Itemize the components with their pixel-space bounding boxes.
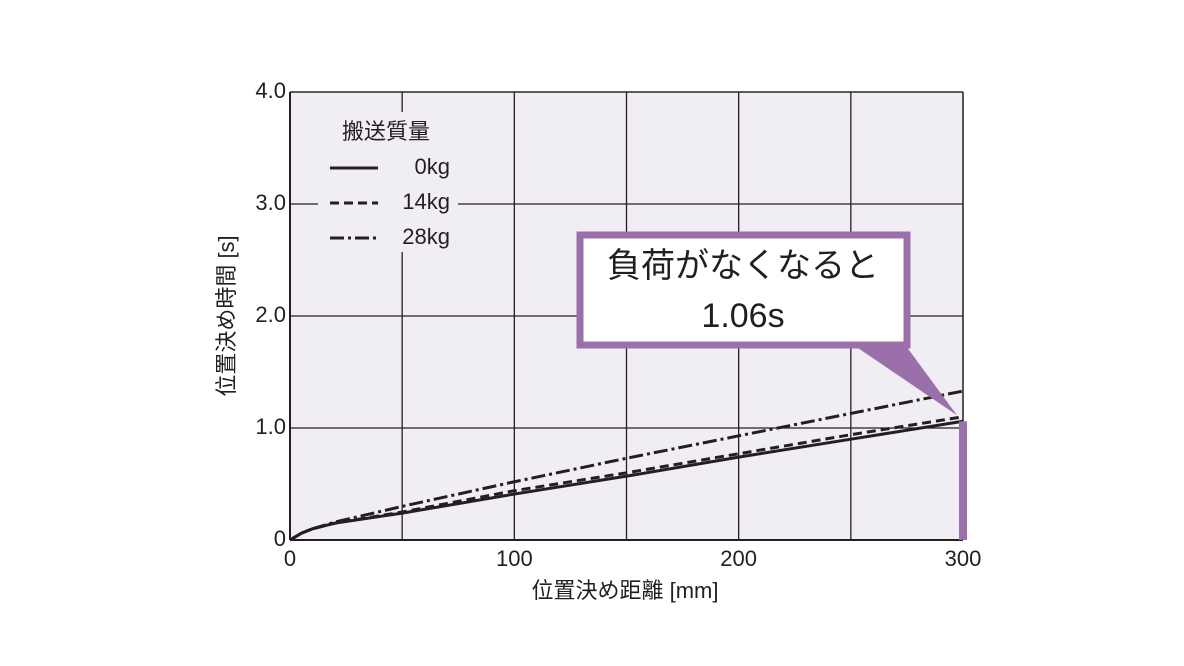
legend-label: 28kg [402, 224, 450, 249]
x-tick-label: 100 [496, 546, 533, 571]
annotation-box [576, 231, 911, 349]
x-axis-label: 位置決め距離 [mm] [532, 578, 719, 603]
legend-label: 0kg [415, 154, 450, 179]
y-tick-label: 2.0 [255, 302, 286, 327]
y-tick-label: 0 [274, 526, 286, 551]
x-tick-label: 200 [720, 546, 757, 571]
y-tick-label: 1.0 [255, 414, 286, 439]
y-axis-label: 位置決め時間 [s] [214, 235, 239, 396]
legend-label: 14kg [402, 189, 450, 214]
legend-box [318, 112, 458, 252]
y-tick-label: 3.0 [255, 190, 286, 215]
annotation-pointer [855, 346, 957, 416]
x-tick-label: 0 [284, 546, 296, 571]
y-tick-label: 4.0 [255, 78, 286, 103]
legend-title: 搬送質量 [342, 119, 430, 144]
annotation-text: 負荷がなくなると [607, 247, 879, 285]
series-line [289, 389, 964, 542]
x-tick-label: 300 [945, 546, 982, 571]
annotation-value: 1.06s [701, 297, 784, 335]
annotation-bar [959, 421, 967, 540]
